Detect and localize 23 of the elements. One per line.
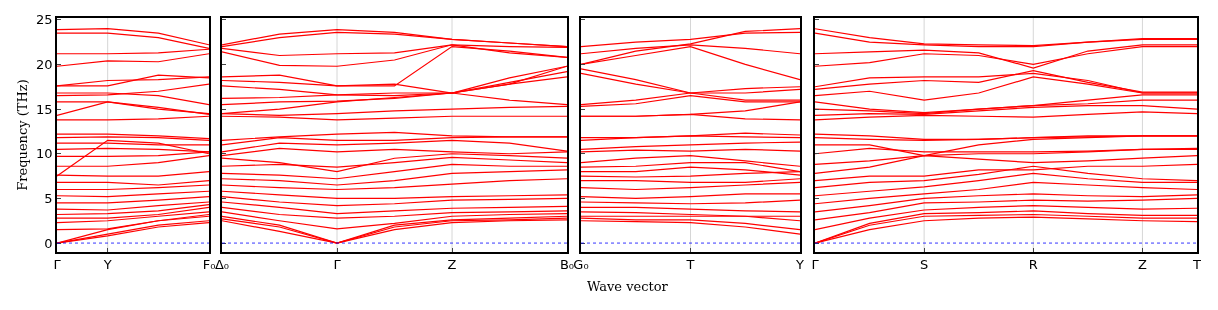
x-tick-label: Y — [102, 257, 112, 273]
x-tick-label: B₀ — [559, 257, 575, 273]
x-tick-label: Y — [795, 257, 805, 273]
x-tick-label: Δ₀ — [214, 257, 230, 273]
y-tick-label: 20 — [36, 56, 53, 72]
x-tick-label: Z — [447, 257, 457, 273]
x-tick-label: Γ — [53, 257, 62, 273]
x-tick-label: Z — [1137, 257, 1147, 273]
x-tick-label: S — [920, 257, 929, 273]
y-tick-label: 25 — [36, 12, 53, 28]
x-tick-label: F₀ — [202, 257, 216, 273]
y-axis-title: Frequency (THz) — [14, 79, 30, 191]
x-tick-label: T — [1192, 257, 1202, 273]
x-tick-label: Γ — [333, 257, 342, 273]
y-tick-label: 10 — [36, 146, 53, 162]
y-tick-label: 15 — [36, 101, 53, 117]
x-tick-label: G₀ — [573, 257, 589, 273]
x-axis-title: Wave vector — [587, 279, 669, 294]
y-tick-label: 5 — [44, 190, 53, 206]
x-tick-label: T — [685, 257, 695, 273]
x-tick-label: Γ — [811, 257, 820, 273]
y-tick-label: 0 — [44, 235, 53, 251]
x-tick-label: R — [1028, 257, 1038, 273]
